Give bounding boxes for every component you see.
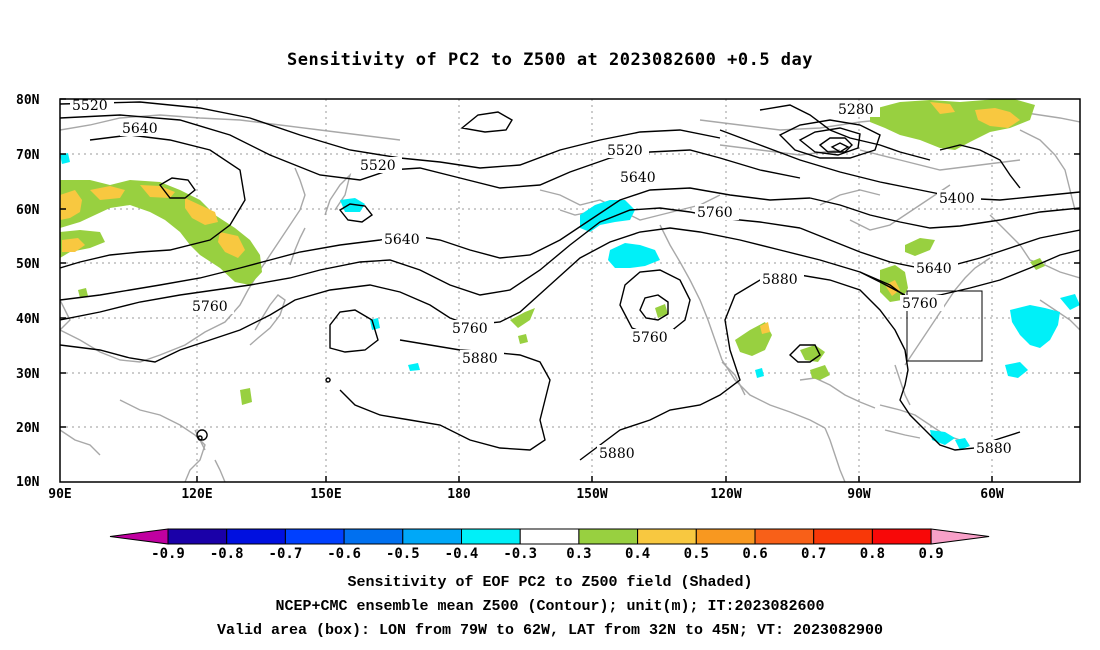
colorbar-swatch [343,528,404,545]
latitude-labels: 80N 70N 60N 50N 40N 30N 20N 10N [16,93,40,490]
contour-label: 5760 [192,299,228,315]
colorbar-swatch [578,528,639,545]
contour-label: 5640 [620,170,656,186]
lon-label: 180 [447,487,471,502]
contour-label: 5760 [697,205,733,221]
contour-label: 5520 [607,143,643,159]
colorbar-swatch [461,528,521,545]
colorbar-label: 0.6 [742,546,767,562]
colorbar-swatch [813,528,873,545]
lon-label: 60W [980,487,1004,502]
colorbar-swatch [402,528,462,545]
colorbar-high-end [930,528,990,545]
colorbar-label: 0.7 [801,546,826,562]
contour-label: 5400 [939,191,975,207]
contour-label: 5760 [902,296,938,312]
map-title: Sensitivity of PC2 to Z500 at 2023082600… [286,50,813,70]
lat-label: 40N [16,312,40,327]
contour-label: 5520 [72,98,108,114]
lat-label: 80N [16,93,40,108]
contour-label: 5880 [462,351,498,367]
colorbar-swatch [226,528,286,545]
lat-label: 20N [16,421,40,436]
contour-labels: 5520 5640 5520 5640 5760 5760 5880 5520 … [70,97,1018,462]
colorbar-label: -0.4 [445,546,479,562]
caption-line-2: NCEP+CMC ensemble mean Z500 (Contour); u… [275,598,825,615]
colorbar-swatch [871,528,932,545]
colorbar-label: 0.3 [566,546,591,562]
coastlines [60,107,1080,482]
lon-label: 90W [847,487,871,502]
colorbar-swatch [754,528,815,545]
lat-label: 50N [16,257,40,272]
colorbar-label: -0.7 [269,546,303,562]
lat-label: 30N [16,367,40,382]
lon-label: 150E [310,487,341,502]
contour-label: 5880 [762,272,798,288]
contour-label: 5760 [452,321,488,337]
colorbar-swatch [695,528,756,545]
lon-label: 120E [181,487,212,502]
colorbar-swatch [637,528,697,545]
colorbar-swatch [167,528,228,545]
colorbar-label: 0.8 [860,546,885,562]
contour-label: 5280 [838,102,874,118]
lon-label: 150W [576,487,607,502]
lat-label: 10N [16,475,40,490]
tick-marks [60,98,1080,482]
colorbar-label: -0.6 [327,546,361,562]
lat-label: 70N [16,148,40,163]
colorbar-label: -0.3 [503,546,537,562]
contour-label: 5880 [599,446,635,462]
contour-label: 5520 [360,158,396,174]
colorbar-label: -0.8 [210,546,244,562]
lon-label: 120W [710,487,741,502]
colorbar-low-end [109,528,169,545]
contour-label: 5640 [122,121,158,137]
lon-label: 90E [48,487,71,502]
colorbar-label: 0.9 [918,546,943,562]
longitude-labels: 90E 120E 150E 180 150W 120W 90W 60W [48,487,1004,502]
colorbar-swatch [284,528,345,545]
colorbar-label: -0.9 [151,546,185,562]
caption-line-3: Valid area (box): LON from 79W to 62W, L… [216,622,884,639]
colorbar-label: 0.5 [684,546,709,562]
colorbar: -0.9 -0.8 -0.7 -0.6 -0.5 -0.4 -0.3 0.3 0.4 0.5 0.6… [109,528,990,562]
lat-label: 60N [16,203,40,218]
z500-contours [60,101,1080,461]
colorbar-swatch [519,528,580,545]
colorbar-label: -0.5 [386,546,420,562]
contour-label: 5760 [632,330,668,346]
contour-label: 5640 [916,261,952,277]
map-frame [59,98,1081,483]
valid-area-box [906,290,983,362]
contour-label: 5880 [976,441,1012,457]
caption-line-1: Sensitivity of EOF PC2 to Z500 field (Sh… [347,574,753,591]
colorbar-label: 0.4 [625,546,650,562]
contour-label: 5640 [384,232,420,248]
